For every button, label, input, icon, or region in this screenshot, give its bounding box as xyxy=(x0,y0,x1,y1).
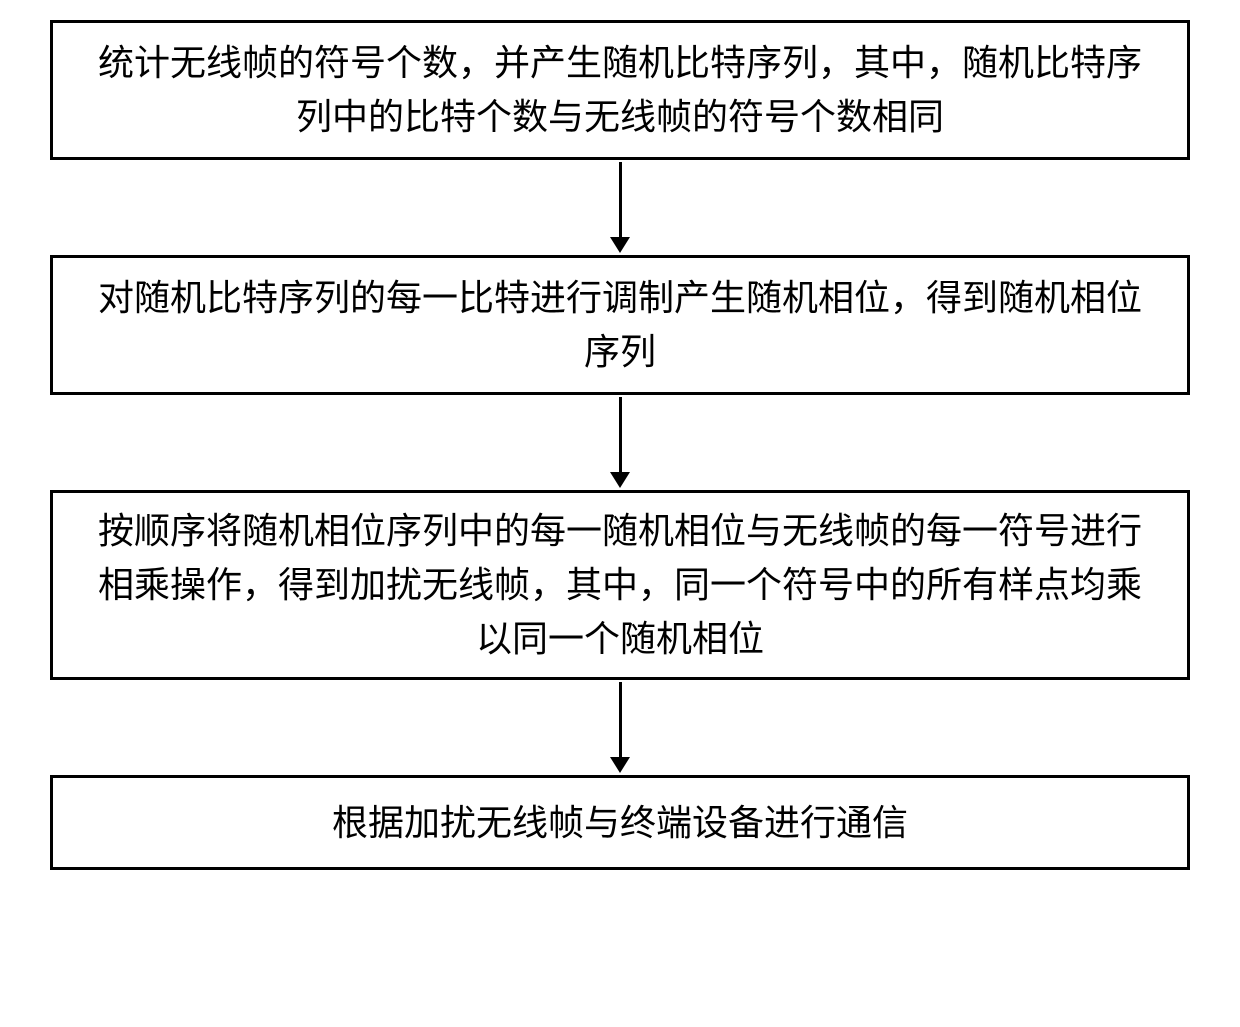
step-1-text: 统计无线帧的符号个数，并产生随机比特序列，其中，随机比特序列中的比特个数与无线帧… xyxy=(83,36,1157,144)
step-3-text: 按顺序将随机相位序列中的每一随机相位与无线帧的每一符号进行相乘操作，得到加扰无线… xyxy=(83,504,1157,666)
flowchart-step-4: 根据加扰无线帧与终端设备进行通信 xyxy=(50,775,1190,870)
arrow-line xyxy=(619,397,622,472)
arrow-head-icon xyxy=(610,472,630,488)
arrow-head-icon xyxy=(610,757,630,773)
arrow-line xyxy=(619,682,622,757)
arrow-head-icon xyxy=(610,237,630,253)
arrow-3 xyxy=(610,680,630,775)
flowchart-step-3: 按顺序将随机相位序列中的每一随机相位与无线帧的每一符号进行相乘操作，得到加扰无线… xyxy=(50,490,1190,680)
arrow-1 xyxy=(610,160,630,255)
flowchart-step-2: 对随机比特序列的每一比特进行调制产生随机相位，得到随机相位序列 xyxy=(50,255,1190,395)
flowchart-container: 统计无线帧的符号个数，并产生随机比特序列，其中，随机比特序列中的比特个数与无线帧… xyxy=(0,0,1240,870)
step-4-text: 根据加扰无线帧与终端设备进行通信 xyxy=(332,796,908,850)
step-2-text: 对随机比特序列的每一比特进行调制产生随机相位，得到随机相位序列 xyxy=(83,271,1157,379)
arrow-2 xyxy=(610,395,630,490)
arrow-line xyxy=(619,162,622,237)
flowchart-step-1: 统计无线帧的符号个数，并产生随机比特序列，其中，随机比特序列中的比特个数与无线帧… xyxy=(50,20,1190,160)
